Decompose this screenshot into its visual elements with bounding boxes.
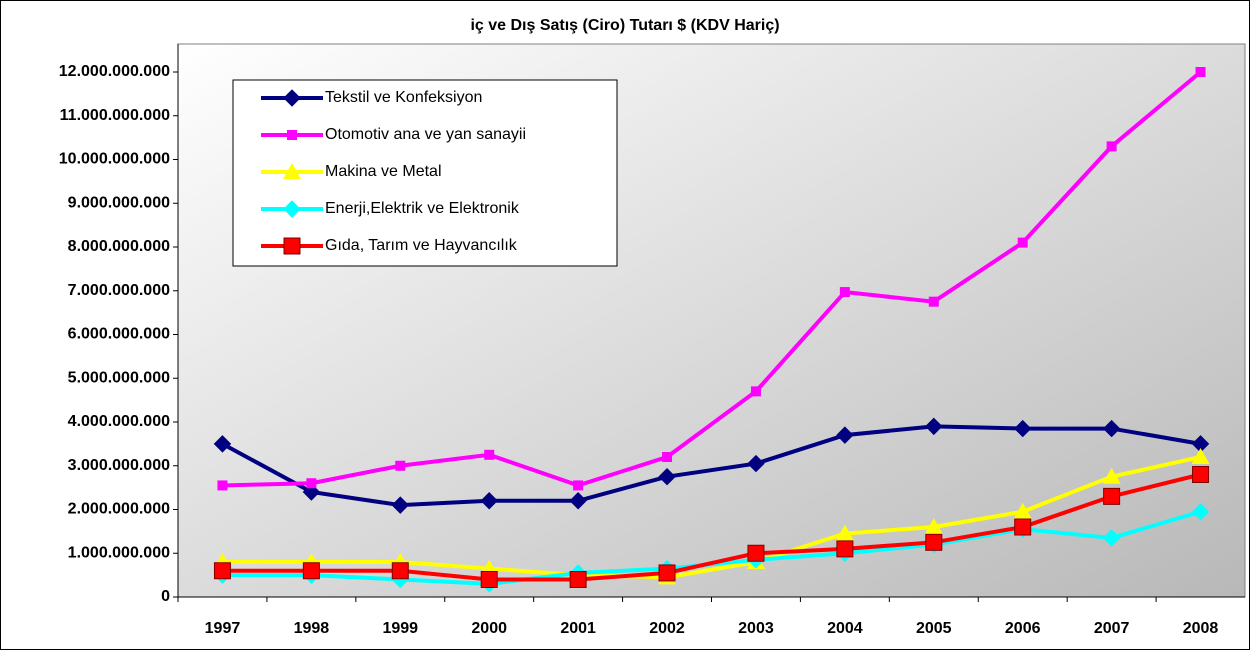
y-tick-label: 10.000.000.000 (59, 151, 170, 168)
y-tick-label: 2.000.000.000 (68, 501, 170, 518)
chart-title: iç ve Dış Satış (Ciro) Tutarı $ (KDV Har… (470, 17, 779, 34)
marker (836, 426, 854, 444)
marker (395, 460, 406, 471)
marker (839, 287, 850, 298)
marker (1102, 529, 1121, 547)
marker (1017, 237, 1028, 248)
marker (480, 492, 498, 510)
x-tick-label: 2001 (560, 620, 596, 637)
y-tick-label: 4.000.000.000 (68, 413, 170, 430)
series-line (221, 424, 1201, 508)
legend-label: Tekstil ve Konfeksiyon (325, 89, 482, 106)
marker (924, 518, 943, 534)
x-tick-label: 2000 (471, 620, 507, 637)
series-line (222, 70, 1202, 488)
marker (1014, 518, 1032, 536)
y-tick-label: 12.000.000.000 (59, 63, 170, 80)
marker (747, 544, 765, 562)
y-tick-label: 9.000.000.000 (68, 194, 170, 211)
marker (283, 200, 301, 218)
series-line (222, 472, 1202, 582)
marker (484, 449, 495, 460)
y-tick-label: 8.000.000.000 (68, 238, 170, 255)
x-tick-label: 2003 (738, 620, 774, 637)
x-tick-label: 2007 (1094, 620, 1130, 637)
marker (1191, 448, 1210, 464)
legend-label: Gıda, Tarım ve Hayvancılık (325, 237, 518, 254)
marker (747, 454, 765, 473)
y-tick-label: 0 (161, 588, 170, 605)
y-tick-label: 11.000.000.000 (60, 107, 170, 124)
marker (213, 435, 232, 453)
marker (1103, 487, 1121, 505)
marker (658, 467, 676, 486)
marker (1102, 467, 1121, 484)
marker (283, 163, 301, 179)
marker (928, 296, 939, 307)
x-tick-label: 1998 (294, 620, 330, 637)
marker (302, 562, 320, 580)
x-tick-label: 2004 (827, 620, 863, 637)
y-tick-label: 7.000.000.000 (68, 282, 170, 299)
marker (217, 480, 228, 491)
legend-label: Enerji,Elektrik ve Elektronik (325, 200, 520, 217)
marker (569, 571, 587, 588)
marker (391, 562, 409, 580)
x-tick-label: 2005 (916, 620, 952, 637)
marker (1106, 141, 1117, 152)
marker (925, 417, 943, 436)
y-tick-label: 6.000.000.000 (68, 326, 170, 343)
marker (1013, 502, 1032, 519)
marker (283, 89, 301, 107)
marker (306, 478, 317, 489)
y-tick-label: 5.000.000.000 (68, 369, 170, 386)
marker (658, 564, 676, 582)
marker (569, 492, 587, 510)
x-tick-label: 2002 (649, 620, 685, 637)
marker (835, 524, 854, 541)
x-tick-label: 1999 (382, 620, 418, 637)
x-tick-label: 1997 (205, 620, 241, 637)
marker (925, 533, 943, 551)
series-line (222, 455, 1201, 580)
marker (1014, 419, 1032, 438)
marker (287, 130, 297, 140)
x-tick-label: 2006 (1005, 620, 1041, 637)
marker (1192, 466, 1210, 483)
marker (662, 452, 673, 462)
marker (391, 496, 409, 514)
marker (283, 237, 301, 255)
legend-label: Otomotiv ana ve yan sanayii (325, 126, 526, 143)
marker (213, 562, 231, 580)
marker (1102, 419, 1121, 438)
marker (750, 386, 761, 397)
legend-label: Makina ve Metal (325, 163, 442, 180)
marker (480, 571, 498, 588)
y-tick-label: 1.000.000.000 (68, 544, 170, 561)
x-tick-label: 2008 (1183, 620, 1219, 637)
marker (836, 540, 854, 558)
marker (1191, 502, 1210, 521)
marker (1195, 67, 1206, 77)
marker (573, 480, 584, 491)
y-tick-label: 3.000.000.000 (68, 457, 170, 474)
